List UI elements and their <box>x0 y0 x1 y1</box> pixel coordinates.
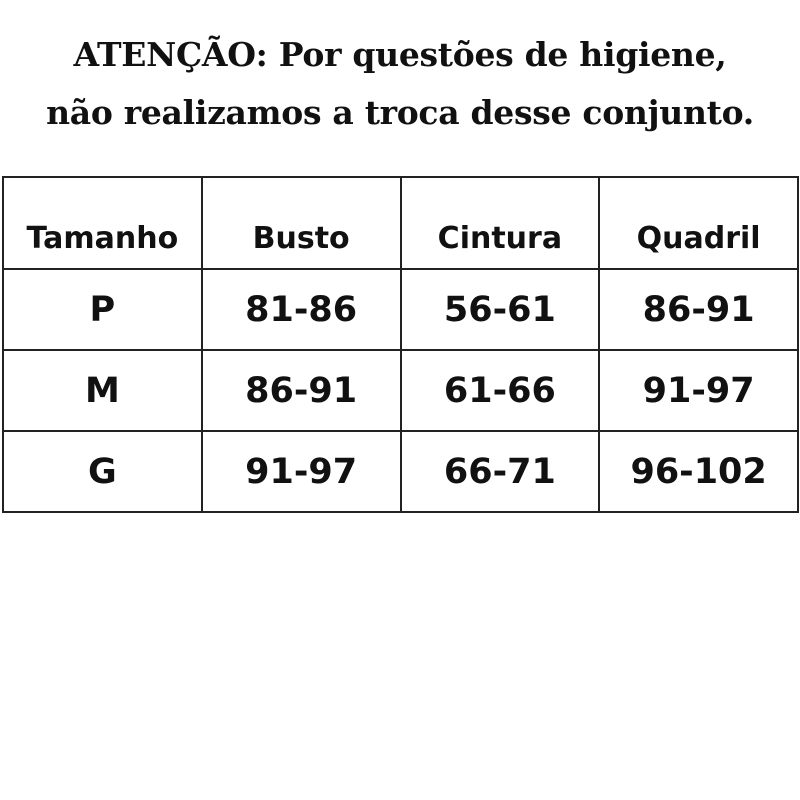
cintura-cell: 61-66 <box>399 349 601 432</box>
header-quadril: Quadril <box>598 176 799 270</box>
hygiene-notice: ATENÇÃO: Por questões de higiene, não re… <box>0 26 800 142</box>
notice-line-2: não realizamos a troca desse conjunto. <box>46 93 754 132</box>
table-row: P 81-86 56-61 86-91 <box>2 268 799 351</box>
size-cell: P <box>2 268 203 351</box>
cintura-cell: 66-71 <box>399 430 601 513</box>
quadril-cell: 91-97 <box>598 349 799 432</box>
table-header-row: Tamanho Busto Cintura Quadril <box>2 176 799 270</box>
header-tamanho: Tamanho <box>2 176 203 270</box>
cintura-cell: 56-61 <box>399 268 601 351</box>
busto-cell: 86-91 <box>200 349 402 432</box>
quadril-cell: 96-102 <box>598 430 799 513</box>
quadril-cell: 86-91 <box>598 268 799 351</box>
table-row: M 86-91 61-66 91-97 <box>2 349 799 432</box>
header-cintura: Cintura <box>399 176 601 270</box>
header-busto: Busto <box>200 176 402 270</box>
table-row: G 91-97 66-71 96-102 <box>2 430 799 513</box>
busto-cell: 81-86 <box>200 268 402 351</box>
notice-line-1: ATENÇÃO: Por questões de higiene, <box>73 35 727 74</box>
size-cell: M <box>2 349 203 432</box>
busto-cell: 91-97 <box>200 430 402 513</box>
size-table: Tamanho Busto Cintura Quadril P 81-86 56… <box>2 176 799 513</box>
size-cell: G <box>2 430 203 513</box>
